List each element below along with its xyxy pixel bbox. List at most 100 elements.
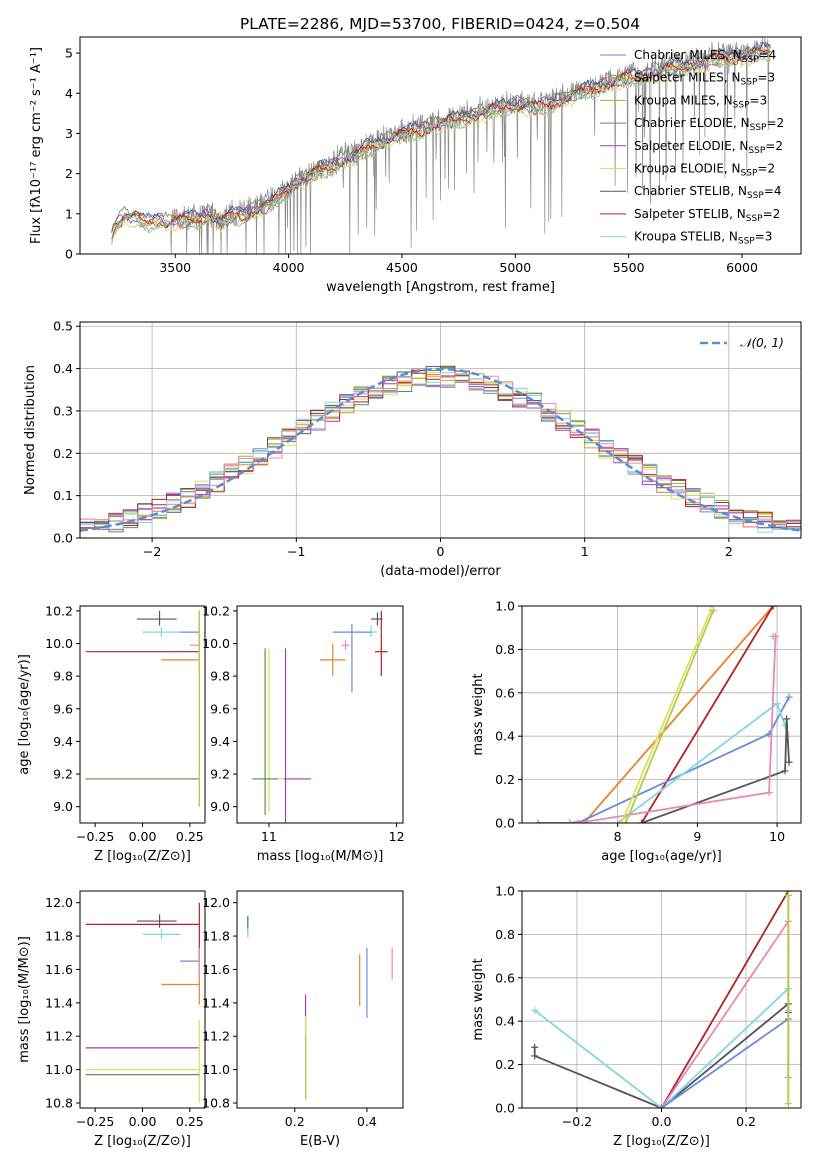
mass_vs_EBV-ytick-label-0: 10.8 — [202, 1095, 230, 1110]
mass_weight_vs_Z-frame — [521, 890, 802, 1109]
age_vs_mass-ytick-label-5: 10.0 — [202, 636, 230, 651]
legend-label-1: Salpeter MILES, NSSP=3 — [634, 71, 775, 88]
legend-label-5: Kroupa ELODIE, NSSP=2 — [634, 162, 775, 179]
mass_weight_vs_age-series-line-3 — [617, 702, 786, 823]
legend-label-3: Chabrier ELODIE, NSSP=2 — [634, 116, 784, 133]
mass_vs_EBV-xtick-label-1: 0.4 — [357, 1114, 377, 1129]
mass_weight_vs_age-frame — [521, 605, 802, 824]
age_vs_Z-ytick-label-2: 9.4 — [53, 734, 73, 749]
mass_weight_vs_age-xtick-label-2: 10 — [769, 829, 785, 844]
mass_vs_Z-ytick-label-2: 11.2 — [45, 1029, 73, 1044]
residuals-ytick-label-1: 0.1 — [53, 488, 73, 503]
mass_vs_Z-ytick-label-0: 10.8 — [45, 1095, 73, 1110]
mass_vs_Z-ylabel: mass [log₁₀(M/M⊙)] — [17, 936, 32, 1063]
residual-histogram-9 — [80, 373, 801, 528]
mass_weight_vs_age-series-marker-3-1 — [773, 700, 781, 708]
mass_vs_Z-errorbar-2 — [85, 902, 200, 958]
mass_weight_vs_Z-ytick-label-1: 0.2 — [495, 1057, 515, 1072]
mass_weight_vs_Z-series-line-2 — [660, 891, 790, 1108]
mass_weight_vs_age-series-line-7 — [624, 609, 715, 823]
mass_weight_vs_age-series-line-2 — [537, 696, 790, 823]
mass_weight_vs_age-series-marker-5-0 — [574, 819, 582, 823]
mass_weight_vs_age-series-line-0 — [569, 606, 774, 823]
model-spectrum-line-4 — [111, 44, 771, 232]
mass_weight_vs_age-ytick-label-1: 0.2 — [495, 772, 515, 787]
age_vs_Z-ytick-label-4: 9.8 — [53, 669, 73, 684]
age_vs_mass-errorbar-8 — [252, 648, 278, 815]
spectrum-ylabel: Flux [fλ10⁻¹⁷ erg cm⁻² s⁻¹ A⁻¹] — [29, 47, 44, 244]
age_vs_mass-frame — [236, 605, 404, 824]
residuals-xlabel: (data-model)/error — [380, 564, 501, 579]
spectrum-xtick-label-3: 5000 — [499, 260, 531, 275]
mass_weight_vs_age-series-marker-2-0 — [534, 819, 542, 823]
spectrum-panel: 3500 4000 4500 5000 5500 6000 0 1 2 3 4 5 wavelength… — [29, 36, 802, 295]
mass_weight_vs_Z-series-marker-1-0 — [531, 1006, 539, 1014]
mass_weight_vs_Z-plot-area — [531, 891, 792, 1108]
gaussian-reference-line — [80, 367, 801, 532]
mass_weight_vs_Z-series-line-4 — [660, 1018, 789, 1108]
spectrum-ytick-label-2: 2 — [65, 166, 73, 181]
mass_vs_EBV-ytick-label-4: 11.6 — [202, 962, 230, 977]
mass_vs_Z-xlabel: Z [log₁₀(Z/Z⊙)] — [94, 1134, 191, 1149]
age_vs_mass-ytick-label-4: 9.8 — [210, 669, 230, 684]
mass_vs_EBV-xtick-label-0: 0.2 — [285, 1114, 305, 1129]
residuals-xtick-label-0: −2 — [143, 544, 161, 559]
mass_vs_EBV-ytick-label-1: 11.0 — [202, 1062, 230, 1077]
age_vs_mass-ytick-label-1: 9.2 — [210, 767, 230, 782]
mass_vs_Z-errorbar-7 — [85, 1019, 200, 1103]
mass_weight_vs_Z-series-marker-4-0 — [658, 1104, 665, 1108]
residuals-plot-area — [80, 365, 801, 533]
age_vs_Z-xtick-label-1: 0.00 — [129, 829, 157, 844]
mass_vs_EBV-ytick-label-6: 12.0 — [202, 895, 230, 910]
residuals-panel: −2 −1 0 1 2 0.0 0.1 0.2 0.3 0.4 0.5 (data-model)/er… — [23, 319, 802, 579]
mass_weight_vs_Z-ylabel: mass weight — [471, 958, 486, 1040]
model-spectrum-line-7 — [111, 46, 771, 240]
mass_vs_Z-xtick-label-0: −0.25 — [76, 1114, 114, 1129]
mass_vs_EBV-plot-area — [247, 916, 393, 1100]
spectrum-plot-area — [111, 37, 771, 254]
age_vs_Z-plot-area — [85, 610, 200, 807]
legend-label-6: Chabrier STELIB, NSSP=4 — [634, 184, 782, 201]
age_vs_mass-errorbar-5 — [341, 640, 350, 651]
mass_weight_vs_Z-panel: −0.2 0.0 0.2 0.0 0.2 0.4 0.6 0.8 1.0 Z [log₁₀(Z/Z… — [471, 884, 802, 1149]
age_vs_mass-ytick-label-2: 9.4 — [210, 734, 230, 749]
model-spectrum-line-8 — [111, 50, 771, 243]
mass_vs_Z-ytick-label-3: 11.4 — [45, 995, 73, 1010]
mass_weight_vs_age-series-marker-3-0 — [614, 819, 622, 823]
spectrum-ytick-label-1: 1 — [65, 206, 73, 221]
age_vs_Z-ytick-label-6: 10.2 — [45, 603, 73, 618]
mass_vs_EBV-ytick-label-2: 11.2 — [202, 1029, 230, 1044]
residuals-ytick-label-5: 0.5 — [53, 319, 73, 334]
mass_vs_EBV-ytick-label-3: 11.4 — [202, 995, 230, 1010]
age_vs_Z-xlabel: Z [log₁₀(Z/Z⊙)] — [94, 849, 191, 864]
mass_weight_vs_age-xtick-label-0: 8 — [614, 829, 622, 844]
age_vs_Z-errorbar-1 — [142, 627, 181, 637]
mass_weight_vs_Z-series-line-3 — [660, 918, 790, 1108]
mass_vs_Z-ytick-label-1: 11.0 — [45, 1062, 73, 1077]
spectrum-xtick-label-2: 4500 — [386, 260, 418, 275]
age_vs_mass-errorbar-3 — [320, 643, 346, 677]
mass_weight_vs_age-series-marker-5-3 — [769, 632, 777, 640]
residuals-xtick-label-2: 0 — [437, 544, 445, 559]
spectrum-legend: Chabrier MILES, NSSP=4 Salpeter MILES, NS… — [600, 48, 784, 247]
age_vs_mass-errorbar-2 — [332, 623, 372, 693]
residuals-ytick-label-3: 0.3 — [53, 403, 73, 418]
spectrum-ytick-label-0: 0 — [65, 247, 73, 262]
mass_vs_Z-plot-area — [85, 902, 200, 1103]
mass_vs_Z-frame — [79, 890, 206, 1109]
age_vs_Z-ytick-label-0: 9.0 — [53, 799, 73, 814]
mass_vs_Z-ytick-label-5: 11.8 — [45, 929, 73, 944]
mass_weight_vs_age-series-marker-2-3 — [785, 693, 793, 701]
legend-label-4: Salpeter ELODIE, NSSP=2 — [634, 139, 783, 156]
legend-label-7: Salpeter STELIB, NSSP=2 — [634, 207, 780, 224]
mass_weight_vs_age-panel: 8 9 10 0.0 0.2 0.4 0.6 0.8 1.0 age [log₁₀(age/yr)… — [471, 599, 802, 864]
legend-label-0: Chabrier MILES, NSSP=4 — [634, 48, 776, 65]
mass_weight_vs_age-series-marker-7-0 — [622, 819, 630, 823]
age_vs_Z-errorbar-0 — [136, 610, 177, 626]
residuals-xtick-label-3: 1 — [581, 544, 589, 559]
mass_weight_vs_age-series-marker-7-1 — [709, 606, 717, 614]
spectrum-frame — [79, 36, 802, 255]
residuals-ytick-label-4: 0.4 — [53, 361, 73, 376]
mass_weight_vs_age-ytick-label-3: 0.6 — [495, 685, 515, 700]
age_vs_Z-ytick-label-3: 9.6 — [53, 701, 73, 716]
